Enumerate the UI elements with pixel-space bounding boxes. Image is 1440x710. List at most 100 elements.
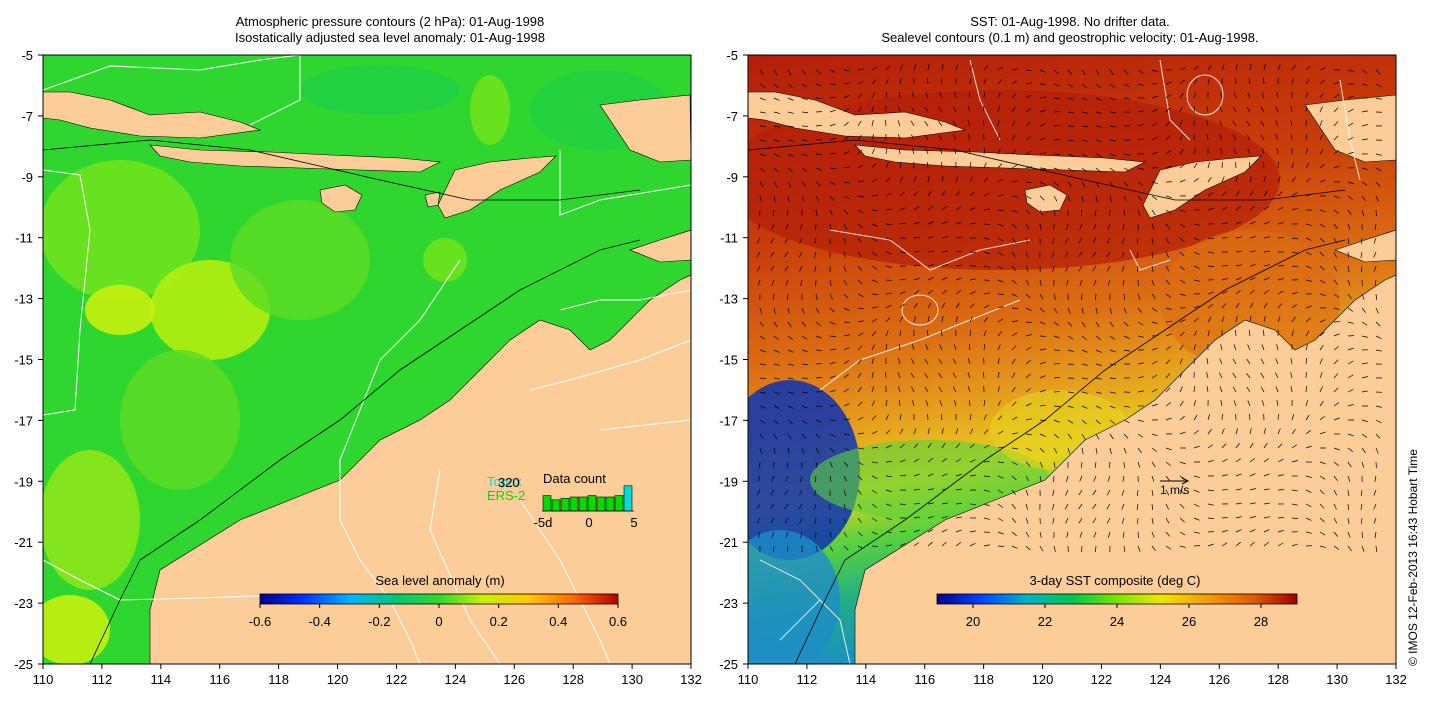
velocity-vector: [1151, 237, 1154, 244]
velocity-vector: [1305, 148, 1309, 155]
velocity-vector: [938, 358, 943, 365]
sst-colorbar-tick-1: 22: [1038, 614, 1052, 629]
velocity-vector: [1206, 358, 1209, 365]
velocity-vector: [1011, 307, 1019, 309]
velocity-vector: [1151, 531, 1155, 538]
velocity-vector: [1319, 293, 1326, 297]
velocity-vector: [1067, 433, 1072, 439]
velocity-vector: [1333, 94, 1340, 99]
velocity-vector: [969, 278, 976, 281]
right-x-tick-11: 132: [1385, 672, 1407, 687]
velocity-vector: [1093, 223, 1097, 230]
velocity-vector: [938, 106, 943, 113]
velocity-vector: [1263, 473, 1270, 477]
velocity-vector: [885, 237, 892, 241]
velocity-vector: [983, 265, 990, 268]
velocity-vector: [1193, 385, 1196, 393]
velocity-vector: [952, 134, 957, 141]
data-count-x-label: -5d: [534, 515, 553, 530]
right-x-tick-2: 114: [855, 672, 876, 687]
velocity-vector: [857, 237, 862, 243]
velocity-vector: [913, 206, 920, 211]
velocity-vector: [955, 503, 963, 505]
velocity-vector: [1123, 321, 1129, 327]
velocity-vector: [1109, 321, 1114, 328]
velocity-vector: [1151, 122, 1158, 127]
velocity-vector: [829, 447, 835, 453]
velocity-vector: [1165, 293, 1172, 298]
velocity-vector: [772, 461, 775, 468]
velocity-vector: [1109, 391, 1116, 394]
velocity-vector: [1233, 148, 1237, 155]
velocity-vector: [1333, 417, 1340, 421]
velocity-vector: [815, 97, 823, 99]
velocity-vector: [1011, 106, 1016, 113]
left-x-tick-3: 116: [209, 672, 230, 687]
velocity-vector: [1095, 167, 1101, 173]
velocity-vector: [899, 64, 904, 71]
velocity-vector: [857, 93, 863, 99]
velocity-vector: [787, 349, 794, 353]
velocity-vector: [997, 489, 1004, 494]
velocity-vector: [997, 163, 1003, 169]
velocity-vector: [759, 111, 766, 114]
velocity-vector: [1305, 386, 1308, 393]
velocity-vector: [1249, 190, 1254, 197]
velocity-vector: [871, 306, 878, 309]
velocity-vector: [759, 139, 766, 142]
data-count-bar: [569, 496, 579, 512]
velocity-vector: [1039, 375, 1046, 379]
right-x-tick-3: 116: [914, 672, 935, 687]
velocity-vector: [1051, 503, 1055, 510]
velocity-vector: [871, 489, 878, 494]
velocity-vector: [1179, 92, 1184, 99]
velocity-vector: [871, 293, 878, 296]
velocity-vector: [1207, 460, 1214, 463]
velocity-vector: [941, 316, 944, 323]
velocity-vector: [1291, 330, 1294, 337]
left-y-tick-5: -15: [14, 353, 33, 368]
velocity-vector: [1151, 461, 1156, 468]
velocity-vector: [871, 503, 877, 508]
velocity-vector: [800, 531, 803, 538]
velocity-vector: [1039, 433, 1046, 437]
velocity-vector: [885, 344, 888, 351]
velocity-vector: [1261, 400, 1265, 407]
data-count-bar: [578, 496, 588, 512]
velocity-vector: [1235, 277, 1242, 281]
velocity-vector: [899, 543, 906, 547]
velocity-vector: [1067, 391, 1074, 394]
velocity-vector: [1011, 517, 1017, 523]
velocity-vector: [843, 223, 848, 230]
velocity-vector: [1079, 223, 1083, 230]
velocity-vector: [1249, 413, 1251, 421]
velocity-vector: [1137, 545, 1141, 552]
velocity-vector: [1235, 190, 1240, 197]
velocity-vector: [983, 304, 990, 309]
velocity-vector: [871, 120, 874, 127]
velocity-vector: [925, 92, 929, 99]
velocity-vector: [1263, 250, 1270, 253]
velocity-vector: [1319, 148, 1324, 155]
velocity-vector: [843, 403, 850, 407]
velocity-vector: [1291, 316, 1296, 323]
velocity-vector: [843, 346, 850, 351]
velocity-vector: [913, 503, 921, 505]
velocity-vector: [1263, 236, 1270, 239]
velocity-vector: [1333, 545, 1340, 550]
velocity-vector: [1374, 279, 1377, 286]
velocity-vector: [1067, 447, 1071, 454]
velocity-vector: [1305, 445, 1312, 449]
left-title-line2: Isostatically adjusted sea level anomaly…: [234, 30, 545, 45]
velocity-vector: [1137, 461, 1141, 468]
velocity-vector: [829, 123, 836, 127]
velocity-vector: [1305, 517, 1312, 521]
velocity-vector: [801, 181, 806, 187]
velocity-vector: [1151, 293, 1156, 300]
velocity-vector: [1290, 386, 1293, 393]
velocity-vector: [871, 178, 878, 183]
velocity-vector: [1319, 163, 1325, 169]
velocity-vector: [843, 517, 847, 524]
velocity-vector: [1151, 223, 1155, 230]
velocity-vector: [1261, 344, 1265, 351]
